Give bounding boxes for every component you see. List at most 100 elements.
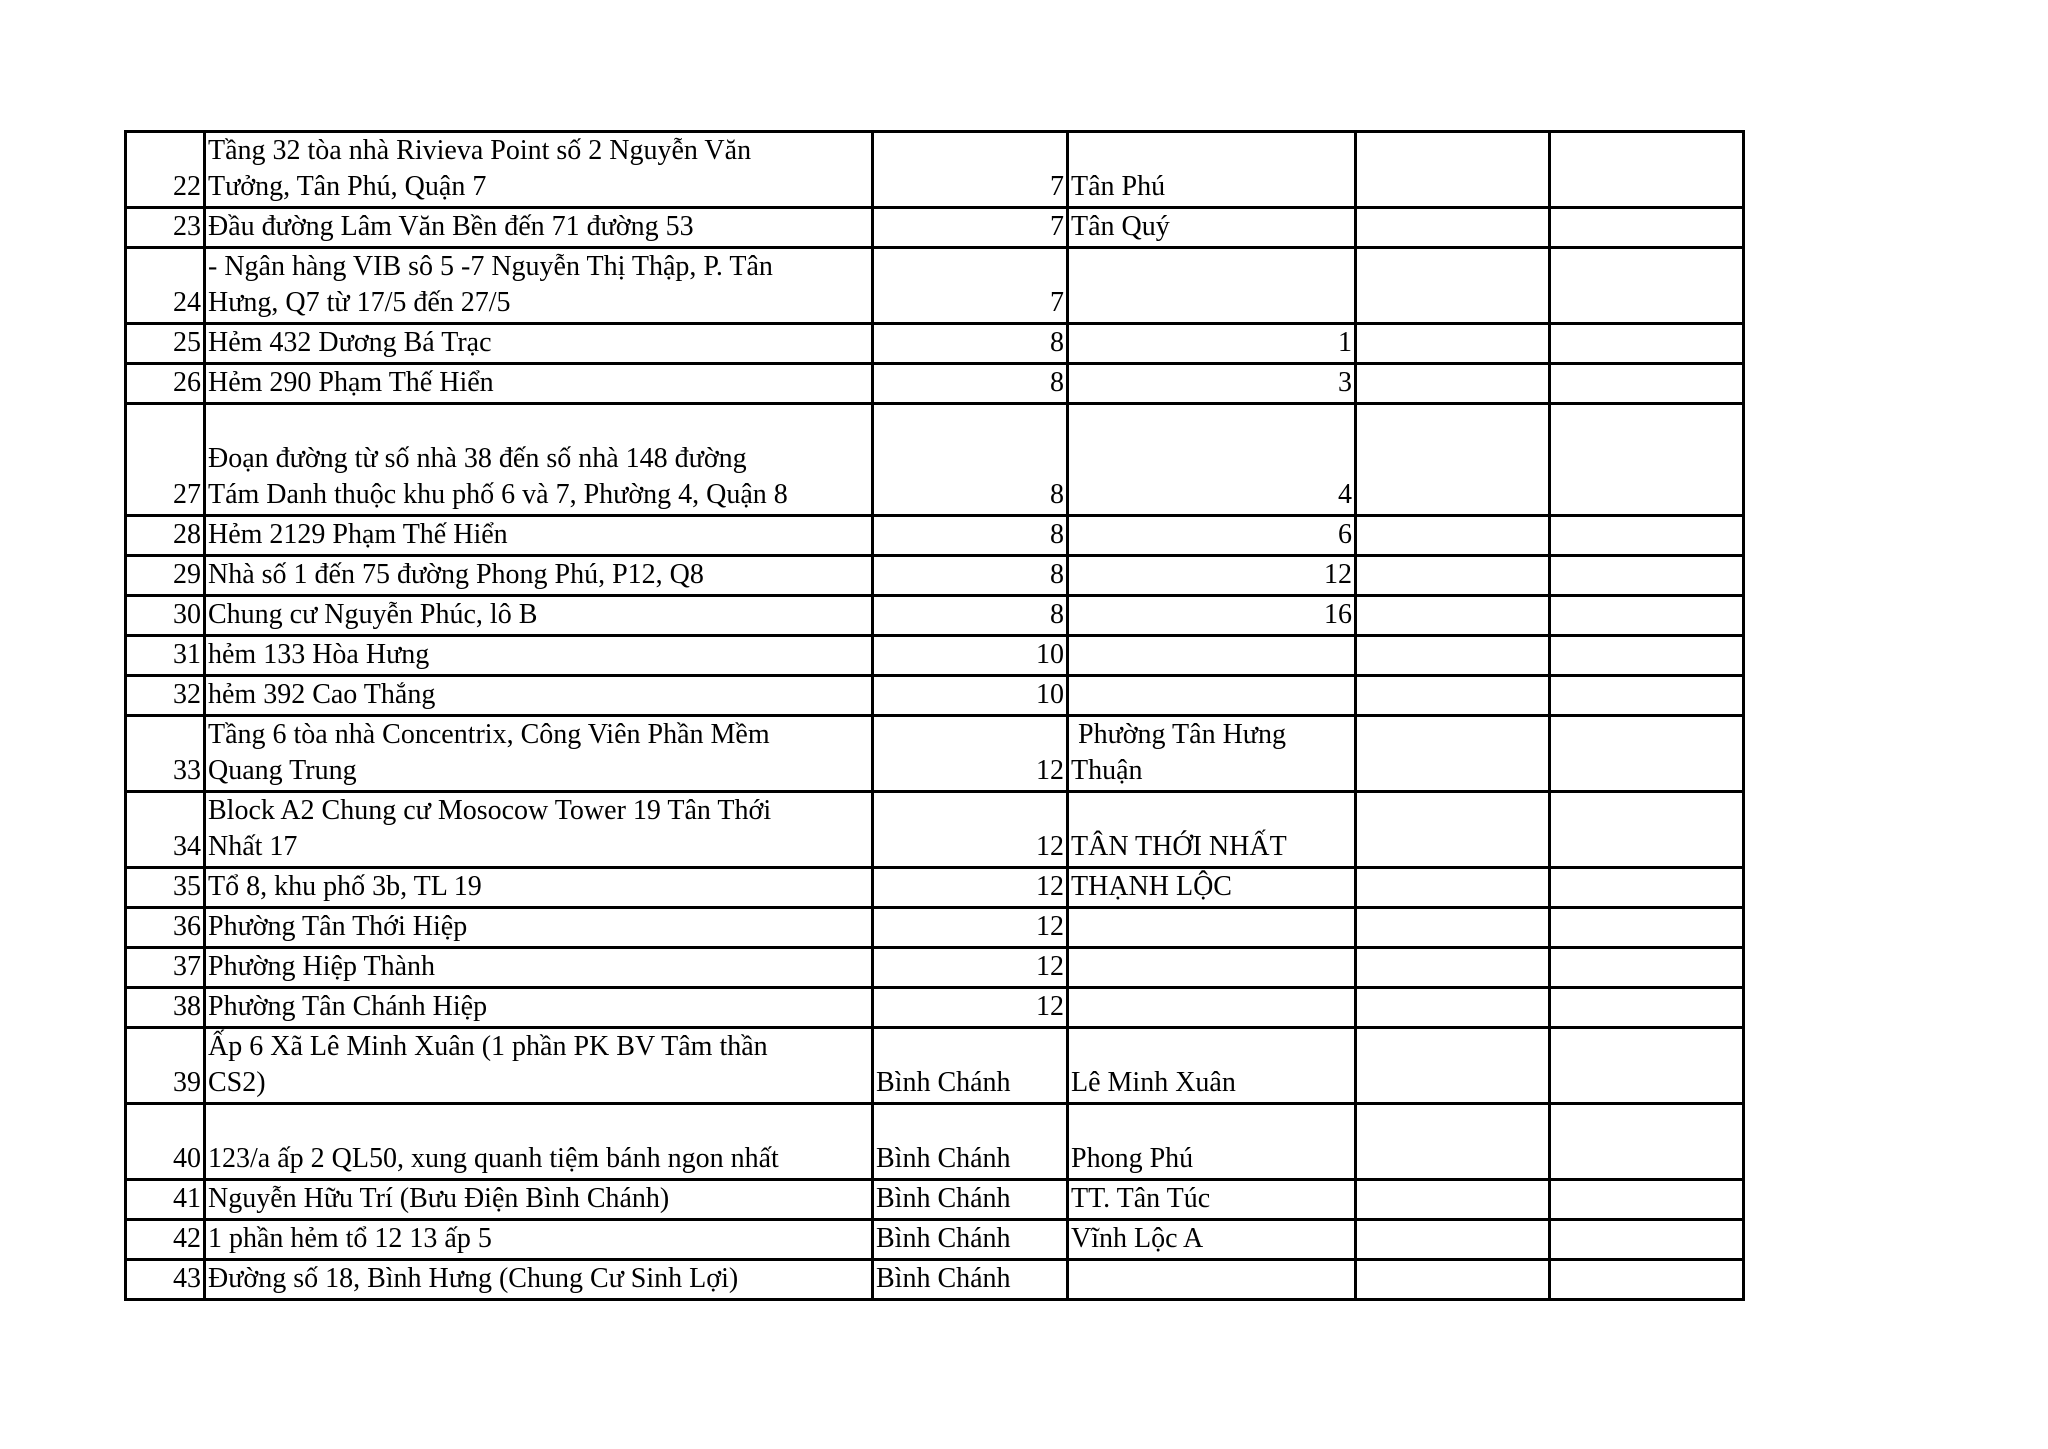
row-number-cell: 28 <box>124 514 206 557</box>
description-cell: 123/a ấp 2 QL50, xung quanh tiệm bánh ng… <box>203 1102 874 1181</box>
table-row: 27 Đoạn đường từ số nhà 38 đến số nhà 14… <box>124 402 1745 517</box>
empty-cell-a <box>1354 130 1551 209</box>
description-cell: Tổ 8, khu phố 3b, TL 19 <box>203 866 874 909</box>
table-row: 24- Ngân hàng VIB sô 5 -7 Nguyễn Thị Thậ… <box>124 246 1745 325</box>
district-cell: 12 <box>871 790 1069 869</box>
table-row: 42 1 phần hẻm tổ 12 13 ấp 5 Bình Chánh Vĩnh… <box>124 1218 1745 1261</box>
district-cell: 7 <box>871 130 1069 209</box>
row-number-cell: 22 <box>124 130 206 209</box>
empty-cell-a <box>1354 594 1551 637</box>
empty-cell-a <box>1354 790 1551 869</box>
description-cell: Tầng 6 tòa nhà Concentrix, Công Viên Phầ… <box>203 714 874 793</box>
ward-cell: 16 <box>1066 594 1357 637</box>
ward-cell <box>1066 674 1357 717</box>
table-row: 26 Hẻm 290 Phạm Thế Hiển 8 3 <box>124 362 1745 405</box>
empty-cell-a <box>1354 634 1551 677</box>
district-cell: 12 <box>871 946 1069 989</box>
description-cell: Đầu đường Lâm Văn Bền đến 71 đường 53 <box>203 206 874 249</box>
row-number-cell: 38 <box>124 986 206 1029</box>
district-cell: 7 <box>871 206 1069 249</box>
empty-cell-b <box>1548 1102 1745 1181</box>
empty-cell-a <box>1354 674 1551 717</box>
ward-cell <box>1066 946 1357 989</box>
ward-cell: 1 <box>1066 322 1357 365</box>
empty-cell-a <box>1354 946 1551 989</box>
empty-cell-a <box>1354 714 1551 793</box>
empty-cell-a <box>1354 1258 1551 1301</box>
empty-cell-b <box>1548 674 1745 717</box>
empty-cell-b <box>1548 246 1745 325</box>
ward-cell: 12 <box>1066 554 1357 597</box>
empty-cell-a <box>1354 322 1551 365</box>
empty-cell-a <box>1354 514 1551 557</box>
district-cell: Bình Chánh <box>871 1102 1069 1181</box>
district-cell: 12 <box>871 714 1069 793</box>
description-cell: hẻm 392 Cao Thắng <box>203 674 874 717</box>
empty-cell-a <box>1354 402 1551 517</box>
ward-cell: Tân Quý <box>1066 206 1357 249</box>
ward-cell: 3 <box>1066 362 1357 405</box>
row-number-cell: 23 <box>124 206 206 249</box>
ward-cell: 6 <box>1066 514 1357 557</box>
description-cell: Tầng 32 tòa nhà Rivieva Point số 2 Nguyễ… <box>203 130 874 209</box>
empty-cell-b <box>1548 906 1745 949</box>
description-cell: hẻm 133 Hòa Hưng <box>203 634 874 677</box>
table-row: 32 hẻm 392 Cao Thắng 10 <box>124 674 1745 717</box>
district-cell: 12 <box>871 866 1069 909</box>
row-number-cell: 31 <box>124 634 206 677</box>
table-row: 28 Hẻm 2129 Phạm Thế Hiển 8 6 <box>124 514 1745 557</box>
district-cell: 8 <box>871 554 1069 597</box>
address-table: 22 Tầng 32 tòa nhà Rivieva Point số 2 Ngu… <box>124 130 1745 1301</box>
ward-cell <box>1066 986 1357 1029</box>
description-cell: Phường Tân Chánh Hiệp <box>203 986 874 1029</box>
table-row: 39 Ấp 6 Xã Lê Minh Xuân (1 phần PK BV Tâm… <box>124 1026 1745 1105</box>
description-cell: Hẻm 290 Phạm Thế Hiển <box>203 362 874 405</box>
empty-cell-b <box>1548 206 1745 249</box>
row-number-cell: 32 <box>124 674 206 717</box>
row-number-cell: 33 <box>124 714 206 793</box>
district-cell: 8 <box>871 362 1069 405</box>
description-cell: Phường Hiệp Thành <box>203 946 874 989</box>
row-number-cell: 43 <box>124 1258 206 1301</box>
district-cell: Bình Chánh <box>871 1026 1069 1105</box>
row-number-cell: 29 <box>124 554 206 597</box>
table-row: 38 Phường Tân Chánh Hiệp 12 <box>124 986 1745 1029</box>
empty-cell-a <box>1354 206 1551 249</box>
ward-cell: THẠNH LỘC <box>1066 866 1357 909</box>
ward-cell <box>1066 1258 1357 1301</box>
district-cell: 8 <box>871 322 1069 365</box>
table-row: 25 Hẻm 432 Dương Bá Trạc 8 1 <box>124 322 1745 365</box>
table-row: 35 Tổ 8, khu phố 3b, TL 19 12 THẠNH LỘC <box>124 866 1745 909</box>
empty-cell-b <box>1548 1218 1745 1261</box>
description-cell: Đường số 18, Bình Hưng (Chung Cư Sinh Lợ… <box>203 1258 874 1301</box>
row-number-cell: 40 <box>124 1102 206 1181</box>
description-cell: Hẻm 2129 Phạm Thế Hiển <box>203 514 874 557</box>
row-number-cell: 41 <box>124 1178 206 1221</box>
row-number-cell: 24 <box>124 246 206 325</box>
empty-cell-b <box>1548 554 1745 597</box>
empty-cell-b <box>1548 322 1745 365</box>
empty-cell-b <box>1548 1258 1745 1301</box>
ward-cell: TÂN THỚI NHẤT <box>1066 790 1357 869</box>
empty-cell-b <box>1548 1026 1745 1105</box>
district-cell: 8 <box>871 594 1069 637</box>
row-number-cell: 25 <box>124 322 206 365</box>
description-cell: Nguyễn Hữu Trí (Bưu Điện Bình Chánh) <box>203 1178 874 1221</box>
empty-cell-b <box>1548 594 1745 637</box>
empty-cell-a <box>1354 1178 1551 1221</box>
description-cell: Phường Tân Thới Hiệp <box>203 906 874 949</box>
description-cell: - Ngân hàng VIB sô 5 -7 Nguyễn Thị Thập,… <box>203 246 874 325</box>
row-number-cell: 27 <box>124 402 206 517</box>
table-row: 23 Đầu đường Lâm Văn Bền đến 71 đường 53 7… <box>124 206 1745 249</box>
empty-cell-a <box>1354 554 1551 597</box>
row-number-cell: 37 <box>124 946 206 989</box>
table-row: 34 Block A2 Chung cư Mosocow Tower 19 Tân… <box>124 790 1745 869</box>
empty-cell-b <box>1548 946 1745 989</box>
ward-cell: Tân Phú <box>1066 130 1357 209</box>
row-number-cell: 39 <box>124 1026 206 1105</box>
empty-cell-b <box>1548 362 1745 405</box>
empty-cell-b <box>1548 986 1745 1029</box>
empty-cell-a <box>1354 246 1551 325</box>
description-cell: Chung cư Nguyễn Phúc, lô B <box>203 594 874 637</box>
